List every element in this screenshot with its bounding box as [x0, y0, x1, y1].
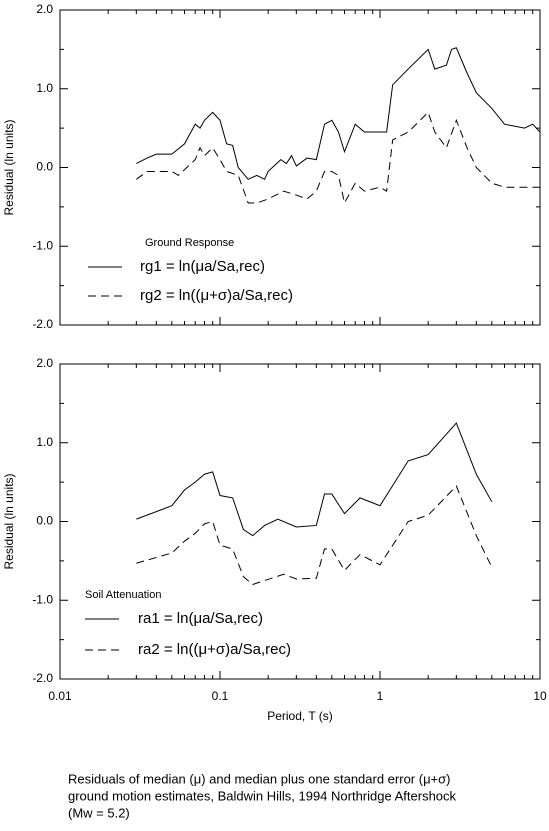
y-tick-label: 1.0 [36, 435, 53, 449]
y-tick-label: -2.0 [32, 671, 53, 685]
caption-line: ground motion estimates, Baldwin Hills, … [68, 788, 457, 803]
legend-label: ra1 = ln(μa/Sa,rec) [138, 610, 263, 627]
data-line [136, 422, 493, 537]
y-axis-label: Residual (ln units) [2, 119, 16, 215]
y-tick-label: 2.0 [36, 2, 53, 16]
caption-line: (Mw = 5.2) [68, 805, 130, 820]
y-tick-label: 0.0 [36, 514, 53, 528]
legend-label: rg2 = ln((μ+σ)a/Sa,rec) [140, 287, 293, 304]
legend-title: Ground Response [145, 237, 234, 249]
data-line [136, 111, 540, 205]
legend-label: ra2 = ln((μ+σ)a/Sa,rec) [138, 641, 291, 658]
legend-title: Soil Attenuation [85, 589, 161, 601]
y-axis-label: Residual (ln units) [2, 473, 16, 569]
y-tick-label: 2.0 [36, 356, 53, 370]
y-tick-label: -1.0 [32, 238, 53, 252]
x-axis-label: Period, T (s) [267, 709, 333, 723]
x-tick-label: 0.1 [212, 689, 229, 703]
data-line [136, 485, 493, 586]
legend-label: rg1 = ln(μa/Sa,rec) [140, 258, 265, 275]
x-tick-label: 0.01 [48, 689, 72, 703]
y-tick-label: 0.0 [36, 160, 53, 174]
x-tick-label: 1 [377, 689, 384, 703]
data-line [136, 47, 541, 180]
caption-line: Residuals of median (μ) and median plus … [68, 771, 451, 786]
y-tick-label: -1.0 [32, 592, 53, 606]
x-tick-label: 10 [533, 689, 547, 703]
y-tick-label: 1.0 [36, 81, 53, 95]
y-tick-label: -2.0 [32, 317, 53, 331]
